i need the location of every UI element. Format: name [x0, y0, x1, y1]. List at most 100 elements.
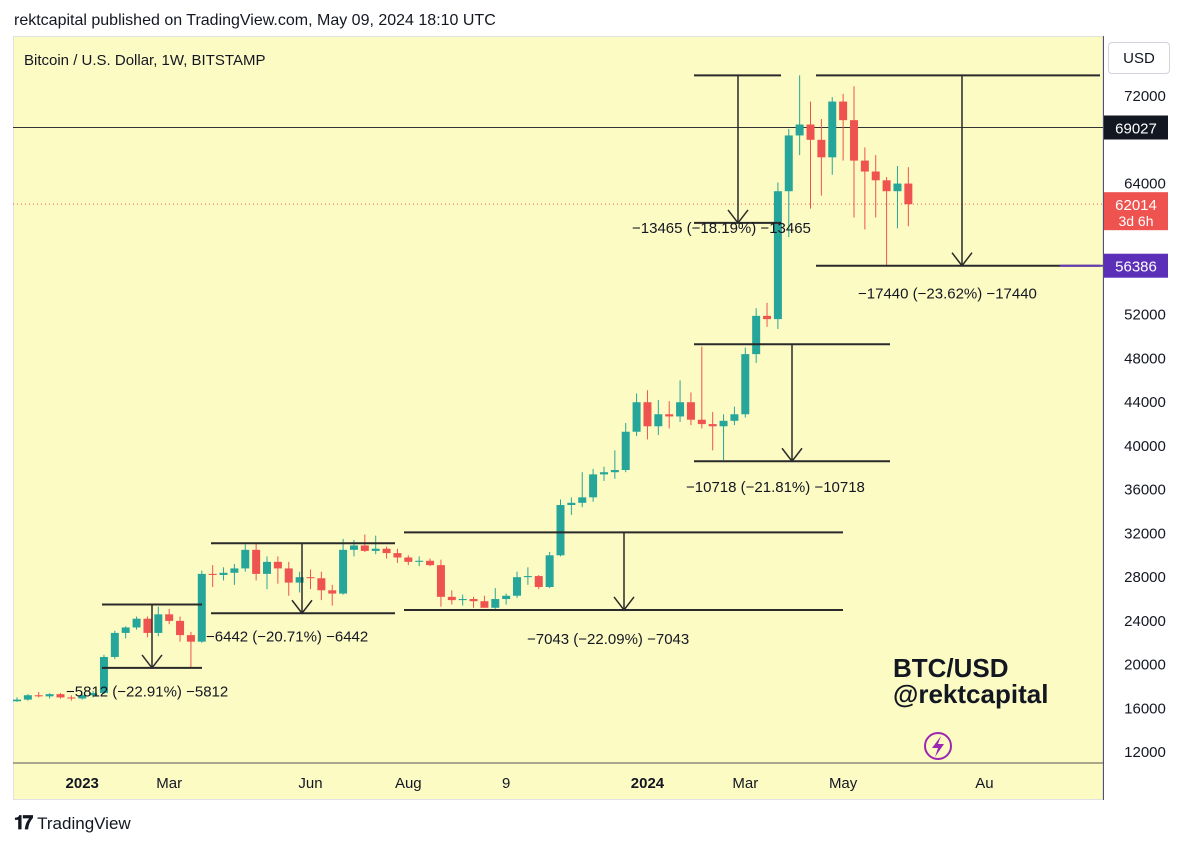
candle-body: [730, 414, 739, 421]
candle: [871, 155, 880, 218]
candle-body: [610, 470, 619, 473]
x-tick-label: 9: [502, 775, 510, 792]
candle: [817, 119, 826, 196]
candle-body: [34, 695, 43, 697]
candle: [795, 75, 804, 156]
candle-body: [784, 135, 793, 192]
candle-body: [686, 402, 695, 420]
candle: [556, 499, 565, 557]
y-tick-label: 44000: [1124, 394, 1166, 411]
candle: [284, 561, 293, 596]
candle: [904, 167, 913, 227]
currency-button[interactable]: USD: [1108, 42, 1170, 74]
brand-name: TradingView: [37, 814, 131, 833]
candle-body: [882, 180, 891, 192]
candle: [545, 552, 554, 589]
y-tick-label: 28000: [1124, 569, 1166, 586]
candle: [523, 567, 532, 585]
candle-body: [219, 572, 228, 575]
candle: [252, 543, 261, 581]
candle-body: [491, 599, 500, 608]
candle: [208, 565, 217, 587]
candle: [697, 346, 706, 429]
price-label-bg: [1104, 253, 1168, 278]
candle-body: [806, 124, 815, 140]
price-label-text: 62014: [1115, 197, 1157, 214]
candle-body: [328, 590, 337, 594]
candle-body: [208, 573, 217, 575]
y-tick-label: 20000: [1124, 657, 1166, 674]
tradingview-logo[interactable]: 𝟏𝟕 TradingView: [14, 813, 131, 835]
x-tick-label: Mar: [156, 775, 182, 792]
candle: [773, 182, 782, 329]
candle-body: [67, 697, 76, 699]
candle-body: [426, 560, 435, 566]
candle-body: [578, 497, 587, 503]
candle: [219, 567, 228, 581]
arrow-head: [781, 447, 803, 463]
candle: [752, 308, 761, 363]
y-tick-label: 16000: [1124, 700, 1166, 717]
watermark-author: @rektcapital: [893, 679, 1048, 709]
candle: [643, 390, 652, 440]
candle: [56, 693, 65, 699]
candle-body: [523, 576, 532, 578]
candle-body: [719, 420, 728, 427]
candle-body: [45, 694, 54, 697]
candle: [436, 559, 445, 607]
candle-body: [110, 632, 119, 657]
candle: [882, 177, 891, 266]
candle-body: [480, 601, 489, 608]
x-tick-label: 2024: [631, 775, 665, 792]
measure-arrow: [781, 344, 803, 463]
candle-body: [197, 573, 206, 642]
candle-body: [317, 578, 326, 591]
candle: [567, 497, 576, 515]
candle: [393, 548, 402, 563]
candle: [371, 535, 380, 555]
candle: [654, 400, 663, 436]
candle-body: [13, 699, 21, 702]
candle-body: [839, 101, 848, 121]
candle: [502, 593, 511, 605]
candle-body: [382, 548, 391, 554]
candle-body: [665, 414, 674, 417]
price-scale[interactable]: [1103, 36, 1187, 800]
candle: [458, 594, 467, 606]
watermark-pair: BTC/USD: [893, 653, 1009, 683]
y-tick-label: 40000: [1124, 438, 1166, 455]
candle-body: [741, 354, 750, 415]
candle-body: [567, 502, 576, 505]
measure-label: −7043 (−22.09%) −7043: [527, 631, 689, 648]
candle-body: [502, 595, 511, 600]
candle: [165, 608, 174, 625]
candle: [230, 564, 239, 585]
candle-body: [763, 315, 772, 320]
candle-body: [89, 693, 98, 696]
candle-body: [621, 431, 630, 471]
price-label: 56386: [1104, 253, 1168, 278]
symbol-title: Bitcoin / U.S. Dollar, 1W, BITSTAMP: [24, 52, 265, 69]
candle: [78, 694, 87, 700]
candle-body: [773, 191, 782, 320]
candle: [197, 570, 206, 643]
candle-body: [415, 560, 424, 562]
candle-body: [556, 505, 565, 556]
candle-body: [643, 402, 652, 427]
arrow-head: [613, 596, 635, 612]
candle-body: [676, 402, 685, 417]
candle: [676, 380, 685, 422]
y-tick-label: 72000: [1124, 88, 1166, 105]
candle-body: [534, 576, 543, 587]
chart-area[interactable]: [13, 36, 1103, 800]
candle: [719, 414, 728, 461]
candle: [632, 393, 641, 437]
candle: [686, 392, 695, 426]
candle-body: [339, 549, 348, 594]
candle-body: [871, 171, 880, 181]
candle-body: [241, 549, 250, 569]
y-tick-label: 12000: [1124, 744, 1166, 761]
candle: [447, 590, 456, 605]
